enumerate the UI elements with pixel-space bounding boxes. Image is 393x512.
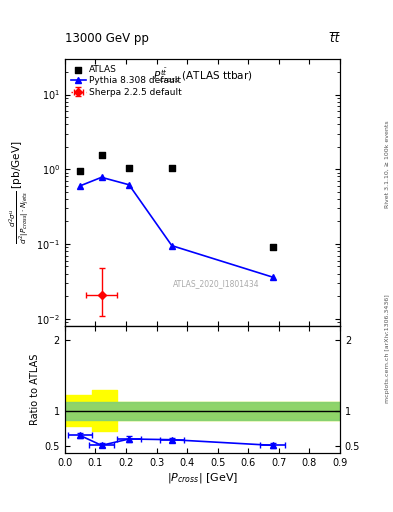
ATLAS: [270, 243, 276, 251]
Line: Pythia 8.308 default: Pythia 8.308 default: [77, 174, 276, 281]
Text: Rivet 3.1.10, ≥ 100k events: Rivet 3.1.10, ≥ 100k events: [385, 120, 389, 208]
ATLAS: [77, 167, 83, 175]
Text: $P_{cross}^{t\bar{t}}$ (ATLAS ttbar): $P_{cross}^{t\bar{t}}$ (ATLAS ttbar): [152, 67, 252, 85]
Y-axis label: Ratio to ATLAS: Ratio to ATLAS: [30, 354, 40, 425]
ATLAS: [126, 163, 132, 172]
ATLAS: [98, 151, 105, 159]
Pythia 8.308 default: [127, 182, 131, 188]
Text: t̅t̅: t̅t̅: [331, 32, 340, 45]
Legend: ATLAS, Pythia 8.308 default, Sherpa 2.2.5 default: ATLAS, Pythia 8.308 default, Sherpa 2.2.…: [69, 63, 184, 98]
Pythia 8.308 default: [169, 243, 174, 249]
Text: 13000 GeV pp: 13000 GeV pp: [65, 32, 149, 45]
X-axis label: $|P_{cross}|$ [GeV]: $|P_{cross}|$ [GeV]: [167, 471, 238, 485]
Y-axis label: $\frac{d^2\sigma^u}{d^2|P_{cross}| \cdot N_{jets}}$ [pb/GeV]: $\frac{d^2\sigma^u}{d^2|P_{cross}| \cdot…: [7, 141, 31, 244]
Text: ATLAS_2020_I1801434: ATLAS_2020_I1801434: [173, 279, 259, 288]
Pythia 8.308 default: [99, 174, 104, 180]
ATLAS: [169, 163, 175, 172]
Text: mcplots.cern.ch [arXiv:1306.3436]: mcplots.cern.ch [arXiv:1306.3436]: [385, 294, 389, 402]
Pythia 8.308 default: [78, 183, 83, 189]
Pythia 8.308 default: [270, 274, 275, 280]
Bar: [65, 401, 340, 420]
